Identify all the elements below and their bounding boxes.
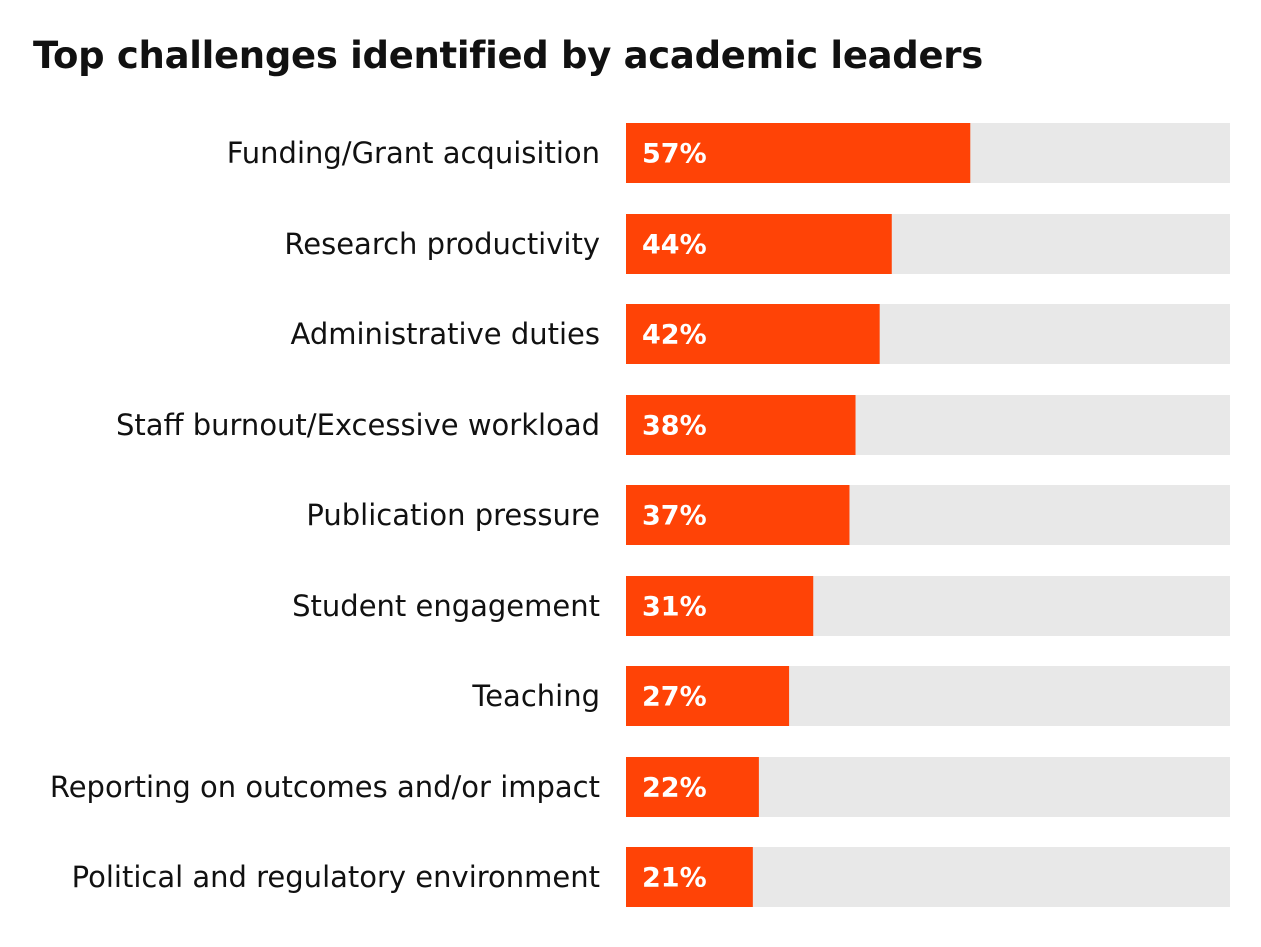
value-label: 31% [642, 592, 707, 623]
category-label: Administrative duties [291, 317, 600, 351]
bar [626, 304, 880, 364]
bar-row-political-and-regulatory-environment: Political and regulatory environment 21% [72, 847, 1230, 907]
category-label: Funding/Grant acquisition [227, 136, 600, 170]
bar-row-staff-burnout-excessive-workload: Staff burnout/Excessive workload 38% [116, 395, 1230, 455]
bar-row-publication-pressure: Publication pressure 37% [306, 485, 1230, 545]
bar-row-funding-grant-acquisition: Funding/Grant acquisition 57% [227, 123, 1230, 183]
bar [626, 576, 814, 636]
bar-row-reporting-on-outcomes-and-or-impact: Reporting on outcomes and/or impact 22% [50, 757, 1230, 817]
bar [626, 847, 753, 907]
bar [626, 666, 790, 726]
category-label: Publication pressure [306, 498, 600, 532]
category-label: Reporting on outcomes and/or impact [50, 770, 600, 804]
bar-row-student-engagement: Student engagement 31% [292, 576, 1230, 636]
value-label: 37% [642, 501, 707, 532]
bar [626, 485, 850, 545]
category-label: Political and regulatory environment [72, 860, 600, 894]
bar-row-research-productivity: Research productivity 44% [284, 214, 1230, 274]
bar [626, 395, 856, 455]
value-label: 44% [642, 230, 707, 261]
bar-row-teaching: Teaching 27% [471, 666, 1230, 726]
value-label: 21% [642, 863, 707, 894]
bar-row-administrative-duties: Administrative duties 42% [291, 304, 1230, 364]
bar [626, 214, 892, 274]
category-label: Staff burnout/Excessive workload [116, 408, 600, 442]
category-label: Teaching [471, 679, 600, 713]
value-label: 27% [642, 682, 707, 713]
category-label: Student engagement [292, 589, 600, 623]
value-label: 22% [642, 773, 707, 804]
value-label: 57% [642, 139, 707, 170]
bar [626, 123, 971, 183]
value-label: 38% [642, 411, 707, 442]
chart-title: Top challenges identified by academic le… [33, 34, 983, 77]
category-label: Research productivity [284, 227, 600, 261]
value-label: 42% [642, 320, 707, 351]
bar [626, 757, 759, 817]
